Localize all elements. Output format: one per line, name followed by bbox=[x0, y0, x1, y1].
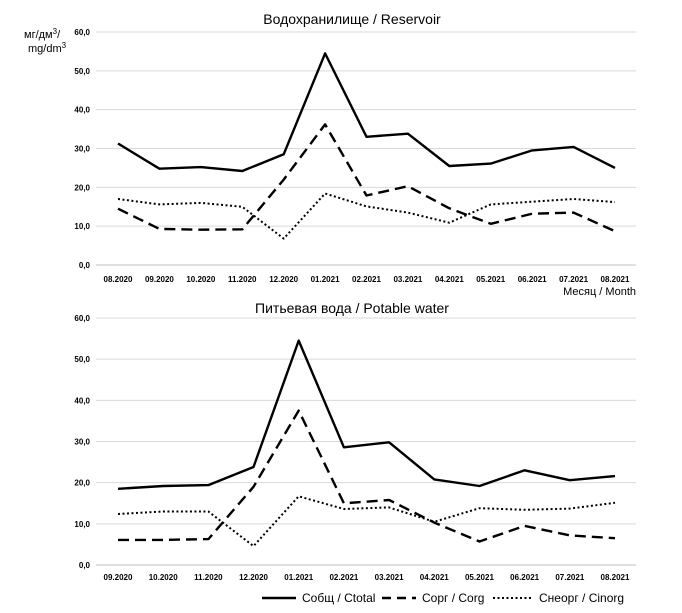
x-axis: 08.2020 09.2020 10.2020 11.2020 12.2020 01.20… bbox=[104, 275, 630, 284]
legend: Cобщ / Ctotal Cорг / Corg Cнеорг / Cinor… bbox=[262, 591, 624, 605]
series-line-dashed bbox=[118, 409, 616, 543]
x-tick-label: 01.2021 bbox=[311, 275, 340, 284]
y-tick-label: 50,0 bbox=[74, 67, 90, 76]
series-line-dotted bbox=[117, 192, 616, 240]
x-tick-label: 03.2021 bbox=[393, 275, 422, 284]
series-line-dotted bbox=[117, 495, 616, 548]
x-tick-label: 11.2020 bbox=[228, 275, 257, 284]
y-tick-label: 60,0 bbox=[74, 28, 90, 37]
x-tick-label: 07.2021 bbox=[559, 275, 588, 284]
chart-grid bbox=[96, 31, 636, 266]
unit-label-line2: mg/dm3 bbox=[28, 41, 67, 55]
x-tick-label: 12.2020 bbox=[269, 275, 298, 284]
y-tick-label: 60,0 bbox=[74, 314, 90, 323]
x-axis-label: Месяц / Month bbox=[563, 286, 636, 298]
x-tick-label: 01.2021 bbox=[284, 573, 313, 582]
x-tick-label: 10.2020 bbox=[186, 275, 215, 284]
legend-label: Cобщ / Ctotal bbox=[302, 591, 375, 605]
potable-water-chart: Питьевая вода / Potable water 0,0 10,0 20,… bbox=[74, 300, 636, 582]
reservoir-chart: Водохранилище / Reservoir 0,0 10,0 20,0 30,… bbox=[74, 11, 636, 298]
y-tick-label: 0,0 bbox=[79, 561, 91, 570]
series-lines bbox=[117, 339, 616, 548]
x-tick-label: 09.2020 bbox=[104, 573, 133, 582]
chart-grid bbox=[96, 317, 636, 566]
x-tick-label: 05.2021 bbox=[465, 573, 494, 582]
y-tick-label: 30,0 bbox=[74, 145, 90, 154]
x-tick-label: 06.2021 bbox=[510, 573, 539, 582]
unit-label-line1: мг/дм3/ bbox=[24, 27, 61, 41]
legend-label: Cорг / Corg bbox=[422, 591, 484, 605]
x-tick-label: 06.2021 bbox=[518, 275, 547, 284]
legend-item-corg: Cорг / Corg bbox=[382, 591, 484, 605]
x-tick-label: 08.2020 bbox=[104, 275, 133, 284]
x-tick-label: 10.2020 bbox=[149, 573, 178, 582]
series-line-solid bbox=[117, 339, 616, 490]
x-tick-label: 08.2021 bbox=[601, 275, 630, 284]
legend-item-cinorg: Cнеорг / Cinorg bbox=[493, 591, 624, 605]
series-line-solid bbox=[117, 52, 616, 173]
y-tick-label: 30,0 bbox=[74, 438, 90, 447]
series-lines bbox=[117, 52, 616, 240]
chart-title: Водохранилище / Reservoir bbox=[263, 11, 441, 27]
x-tick-label: 11.2020 bbox=[194, 573, 223, 582]
x-tick-label: 04.2021 bbox=[420, 573, 449, 582]
chart-title: Питьевая вода / Potable water bbox=[255, 300, 449, 316]
y-tick-label: 0,0 bbox=[79, 261, 91, 270]
x-tick-label: 07.2021 bbox=[555, 573, 584, 582]
x-tick-label: 09.2020 bbox=[145, 275, 174, 284]
series-line-dashed bbox=[117, 123, 616, 233]
x-tick-label: 03.2021 bbox=[375, 573, 404, 582]
legend-item-ctotal: Cобщ / Ctotal bbox=[262, 591, 375, 605]
y-axis: 0,0 10,0 20,0 30,0 40,0 50,0 60,0 bbox=[74, 28, 90, 270]
x-tick-label: 12.2020 bbox=[239, 573, 268, 582]
y-tick-label: 20,0 bbox=[74, 479, 90, 488]
y-tick-label: 10,0 bbox=[74, 222, 90, 231]
y-tick-label: 50,0 bbox=[74, 355, 90, 364]
x-tick-label: 02.2021 bbox=[352, 275, 381, 284]
y-tick-label: 40,0 bbox=[74, 106, 90, 115]
x-tick-label: 05.2021 bbox=[476, 275, 505, 284]
x-tick-label: 04.2021 bbox=[435, 275, 464, 284]
y-axis: 0,0 10,0 20,0 30,0 40,0 50,0 60,0 bbox=[74, 314, 90, 570]
y-tick-label: 10,0 bbox=[74, 520, 90, 529]
y-tick-label: 20,0 bbox=[74, 183, 90, 192]
x-tick-label: 02.2021 bbox=[329, 573, 358, 582]
x-axis: 09.2020 10.2020 11.2020 12.2020 01.2021 02.20… bbox=[104, 573, 630, 582]
legend-label: Cнеорг / Cinorg bbox=[539, 591, 624, 605]
y-tick-label: 40,0 bbox=[74, 396, 90, 405]
x-tick-label: 08.2021 bbox=[601, 573, 630, 582]
